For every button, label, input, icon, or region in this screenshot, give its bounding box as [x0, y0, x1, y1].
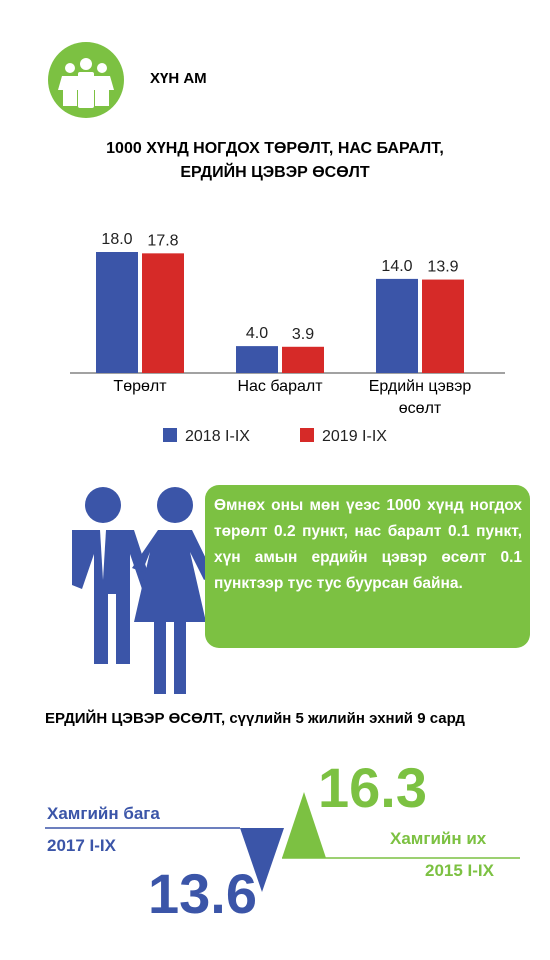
couple-illustration [72, 487, 214, 694]
max-value: 16.3 [318, 756, 427, 819]
tie [100, 530, 106, 580]
legend-swatch [163, 428, 177, 442]
legend-label: 2018 I-IX [185, 428, 250, 445]
x-tick-label: Ердийн цэвэр өсөлт [368, 378, 472, 417]
bar [236, 346, 278, 373]
legend-swatch [300, 428, 314, 442]
chart-title: 1000 ХҮНД НОГДОХ ТӨРӨЛТ, НАС БАРАЛТ, ЕРД… [0, 137, 550, 185]
bar [422, 279, 464, 373]
title-line: 1000 ХҮНД НОГДОХ ТӨРӨЛТ, НАС БАРАЛТ, [106, 140, 444, 157]
value-label: 17.8 [147, 232, 178, 249]
min-value: 13.6 [148, 862, 257, 925]
value-label: 18.0 [101, 231, 132, 248]
max-label: Хамгийн их [390, 829, 487, 848]
header-title: ХҮН АМ [150, 70, 207, 87]
people-icon [58, 58, 114, 108]
note-text: Өмнөх оны мөн үеэс 1000 хүнд ногдох төрө… [214, 497, 522, 592]
min-label: Хамгийн бага [47, 804, 160, 823]
value-label: 14.0 [381, 258, 412, 275]
title-line: ЕРДИЙН ЦЭВЭР ӨСӨЛТ [180, 164, 370, 181]
value-label: 3.9 [292, 326, 314, 343]
bar [376, 278, 418, 373]
value-label: 13.9 [427, 259, 458, 276]
note-box [205, 485, 530, 648]
growth-subtitle: сүүлийн 5 жилийн эхний 9 сард [229, 710, 465, 727]
growth-heading: ЕРДИЙН ЦЭВЭР ӨСӨЛТ, сүүлийн 5 жилийн эхн… [45, 706, 505, 731]
max-period: 2015 I-IX [425, 861, 494, 880]
bar [282, 346, 324, 373]
growth-title: ЕРДИЙН ЦЭВЭР ӨСӨЛТ, [45, 710, 226, 727]
min-period: 2017 I-IX [47, 836, 116, 855]
max-triangle [282, 792, 326, 858]
bar [142, 253, 184, 373]
min-triangle [240, 828, 284, 892]
value-label: 4.0 [246, 325, 268, 342]
legend-label: 2019 I-IX [322, 428, 387, 445]
x-tick-label: Төрөлт [113, 378, 167, 395]
bar [96, 252, 138, 373]
x-tick-label: Нас баралт [237, 378, 323, 395]
